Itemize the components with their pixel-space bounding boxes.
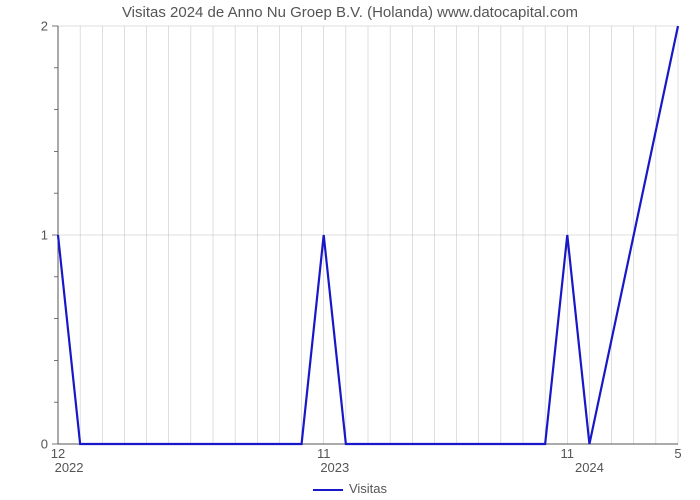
legend-label: Visitas (349, 481, 387, 496)
legend-line (313, 489, 343, 491)
x-year-label: 2022 (55, 460, 84, 475)
x-year-label: 2023 (320, 460, 349, 475)
chart-svg (0, 0, 700, 500)
x-tick-label: 5 (674, 446, 681, 461)
x-tick-label: 12 (51, 446, 65, 461)
y-tick-label: 1 (41, 228, 48, 243)
chart-container: Visitas 2024 de Anno Nu Groep B.V. (Hola… (0, 0, 700, 500)
x-tick-label: 11 (317, 446, 331, 461)
chart-title: Visitas 2024 de Anno Nu Groep B.V. (Hola… (0, 4, 700, 21)
y-tick-label: 2 (41, 19, 48, 34)
legend: Visitas (0, 481, 700, 496)
x-year-label: 2024 (575, 460, 604, 475)
x-tick-label: 11 (561, 446, 575, 461)
y-tick-label: 0 (41, 437, 48, 452)
